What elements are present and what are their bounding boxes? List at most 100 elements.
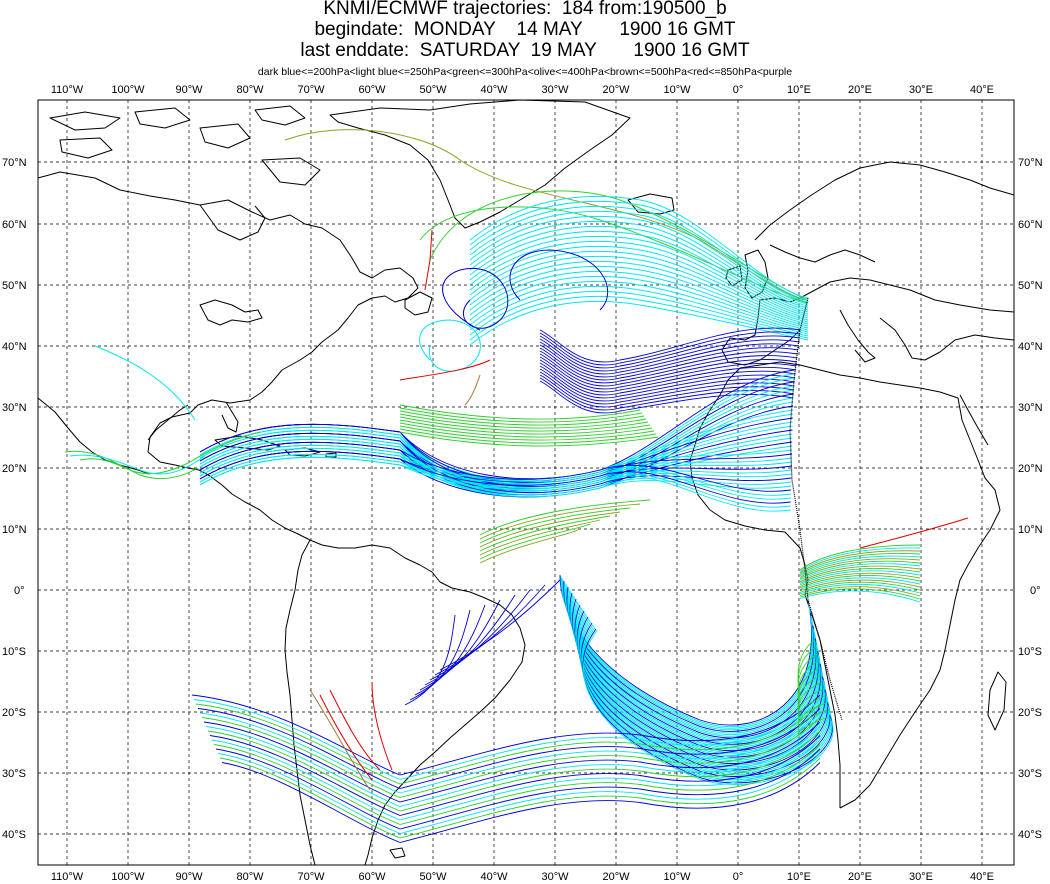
trajectory-green xyxy=(64,431,261,475)
trajectory-cyan xyxy=(469,205,809,303)
trajectory-cyan xyxy=(205,726,821,807)
arctic-island xyxy=(49,111,121,131)
gulf-coast xyxy=(147,404,189,441)
trajectory-blue xyxy=(199,450,791,504)
begin-date: begindate: MONDAY 14 MAY 1900 16 GMT xyxy=(314,19,736,40)
trajectory-cyan xyxy=(799,547,921,572)
lat-label: 50°N xyxy=(2,280,27,292)
trajectory-cyan xyxy=(469,255,809,323)
lon-label: 20°E xyxy=(848,871,872,883)
lat-label: 70°N xyxy=(2,157,27,169)
trajectory-green xyxy=(799,560,921,580)
scandinavia-south xyxy=(769,244,876,263)
iceland xyxy=(627,193,675,215)
trajectory-green xyxy=(479,499,651,536)
trajectory-blue xyxy=(404,614,456,706)
lon-label: 40°E xyxy=(970,871,994,883)
trajectory-cyan xyxy=(199,444,791,496)
trajectory-red xyxy=(399,359,491,381)
trajectory-green xyxy=(799,565,921,583)
trajectory-cyan xyxy=(469,235,809,315)
greenland-coast xyxy=(329,99,631,229)
trajectory-cyan xyxy=(469,265,809,327)
longitude-labels-bottom: 110°W 100°W 90°W 80°W 70°W 60°W 50°W 40°… xyxy=(51,871,994,883)
lon-label: 30°E xyxy=(909,871,933,883)
end-date: last enddate: SATURDAY 19 MAY 1900 16 GM… xyxy=(300,40,750,61)
lat-label: 10°N xyxy=(1018,524,1043,536)
north-america-coast xyxy=(37,171,433,573)
lon-label: 40°W xyxy=(480,84,508,96)
puerto-rico xyxy=(325,452,337,458)
trajectory-brown xyxy=(309,689,371,791)
trajectory-green xyxy=(799,568,921,584)
lon-label: 10°E xyxy=(787,871,811,883)
trajectory-cyan xyxy=(469,260,809,325)
italy-coast xyxy=(839,309,876,363)
trajectory-blue xyxy=(439,579,561,671)
trajectory-red xyxy=(424,229,433,291)
trajectory-cyan xyxy=(799,570,921,586)
lat-label: 30°N xyxy=(2,402,27,414)
lon-label: 80°W xyxy=(236,84,264,96)
lon-label: 20°W xyxy=(602,871,630,883)
lon-label: 70°W xyxy=(297,84,325,96)
great-lakes xyxy=(199,299,263,326)
lon-label: 30°W xyxy=(541,871,569,883)
trajectory-cyan xyxy=(199,453,791,508)
trajectory-blue xyxy=(539,347,798,381)
lat-label: 20°N xyxy=(2,463,27,475)
lon-label: 0° xyxy=(733,84,744,96)
lat-label: 30°S xyxy=(2,768,26,780)
lat-label: 10°N xyxy=(2,524,27,536)
pressure-color-legend: dark blue<=200hPa<light blue<=250hPa<gre… xyxy=(257,66,793,78)
ireland xyxy=(725,265,743,287)
trajectory-cyan xyxy=(469,285,809,335)
trajectory-cyan xyxy=(199,712,821,794)
lon-label: 60°W xyxy=(358,84,386,96)
trajectory-green xyxy=(399,410,645,426)
trajectory-green xyxy=(419,206,809,304)
trajectory-cyan xyxy=(469,245,809,319)
lon-label: 110°W xyxy=(51,871,84,883)
trajectory-blue xyxy=(409,609,471,701)
trajectory-green xyxy=(799,553,921,575)
trajectory-green xyxy=(797,716,829,735)
arctic-island xyxy=(261,157,321,186)
trajectory-blue xyxy=(199,423,792,487)
trajectory-brown xyxy=(464,374,481,406)
lat-label: 40°S xyxy=(2,829,26,841)
trajectory-cyan xyxy=(199,429,792,491)
lat-label: 70°N xyxy=(1018,157,1043,169)
hudson-bay xyxy=(199,204,266,241)
lon-label: 40°E xyxy=(970,84,994,96)
trajectory-green xyxy=(799,550,921,574)
trajectory-green xyxy=(797,702,826,727)
lon-label: 50°W xyxy=(419,871,447,883)
africa-north-coast xyxy=(739,361,959,399)
trajectory-green xyxy=(799,579,921,592)
trajectory-green xyxy=(479,503,641,540)
western-europe-coast xyxy=(759,277,1015,313)
trajectory-cyan xyxy=(469,240,809,317)
lon-label: 10°W xyxy=(663,871,691,883)
trajectory-green xyxy=(479,511,621,548)
trajectory-blue xyxy=(539,359,797,393)
lon-label: 80°W xyxy=(236,871,264,883)
trajectory-blue xyxy=(539,356,797,390)
trajectory-end-line xyxy=(789,297,843,721)
trajectory-blue xyxy=(419,599,501,691)
trajectory-green xyxy=(799,588,921,600)
arctic-island xyxy=(199,123,251,149)
trajectory-cyan xyxy=(469,290,809,337)
south-america-coast xyxy=(364,571,526,866)
trajectory-cyan xyxy=(94,345,196,421)
trajectory-red xyxy=(859,517,969,549)
trajectory-blue xyxy=(221,762,821,843)
trajectory-cyan xyxy=(582,630,834,785)
lon-label: 0° xyxy=(733,871,744,883)
lon-label: 30°W xyxy=(541,84,569,96)
trajectory-blue xyxy=(215,748,821,830)
trajectory-green xyxy=(399,425,655,441)
trajectory-cyan xyxy=(799,577,921,590)
trajectory-cyan xyxy=(69,454,206,475)
